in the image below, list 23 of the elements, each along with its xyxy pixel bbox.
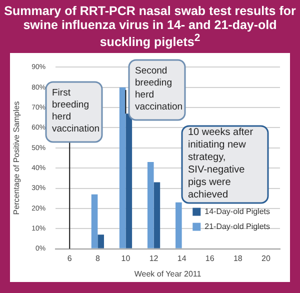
bar bbox=[126, 114, 132, 248]
x-axis-title: Week of Year 2011 bbox=[134, 269, 202, 278]
chart-title: Summary of RRT-PCR nasal swab test results for swine influenza virus in 14- and 21-day-old suckling piglets$^{2}$ bbox=[4, 4, 296, 50]
annotation: 10 weeks after initiating new strategy, SIV-negative pigs were achieved bbox=[188, 126, 254, 200]
x-tick-label: 16 bbox=[205, 254, 215, 263]
x-tick-label: 12 bbox=[149, 254, 159, 263]
x-tick-label: 20 bbox=[262, 254, 271, 263]
x-tick-label: 14 bbox=[177, 254, 187, 263]
bar bbox=[154, 182, 160, 248]
bar bbox=[147, 162, 154, 248]
bar bbox=[91, 194, 98, 248]
annotation: First breeding herd vaccination bbox=[52, 87, 100, 134]
x-tick-label: 8 bbox=[95, 254, 100, 263]
annotation: Second breeding herd vaccination bbox=[135, 65, 183, 112]
bar bbox=[98, 234, 104, 248]
x-tick-label: 10 bbox=[121, 254, 131, 263]
y-axis-title: Percentage of Positive Samples bbox=[12, 101, 22, 215]
x-tick-label: 18 bbox=[233, 254, 243, 263]
bar bbox=[176, 202, 182, 248]
legend-label: 14-Day-old Piglets bbox=[204, 207, 270, 216]
bar bbox=[119, 87, 126, 248]
legend-label: 21-Day-old Piglets bbox=[204, 222, 270, 232]
x-tick-label: 6 bbox=[67, 254, 72, 263]
